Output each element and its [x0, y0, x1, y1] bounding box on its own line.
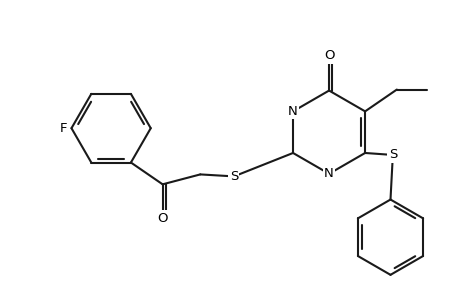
- Text: N: N: [324, 167, 333, 180]
- Text: S: S: [388, 148, 396, 161]
- Text: O: O: [157, 212, 168, 224]
- Text: N: N: [287, 105, 297, 118]
- Text: O: O: [323, 50, 334, 62]
- Text: F: F: [60, 122, 67, 135]
- Text: S: S: [230, 170, 238, 183]
